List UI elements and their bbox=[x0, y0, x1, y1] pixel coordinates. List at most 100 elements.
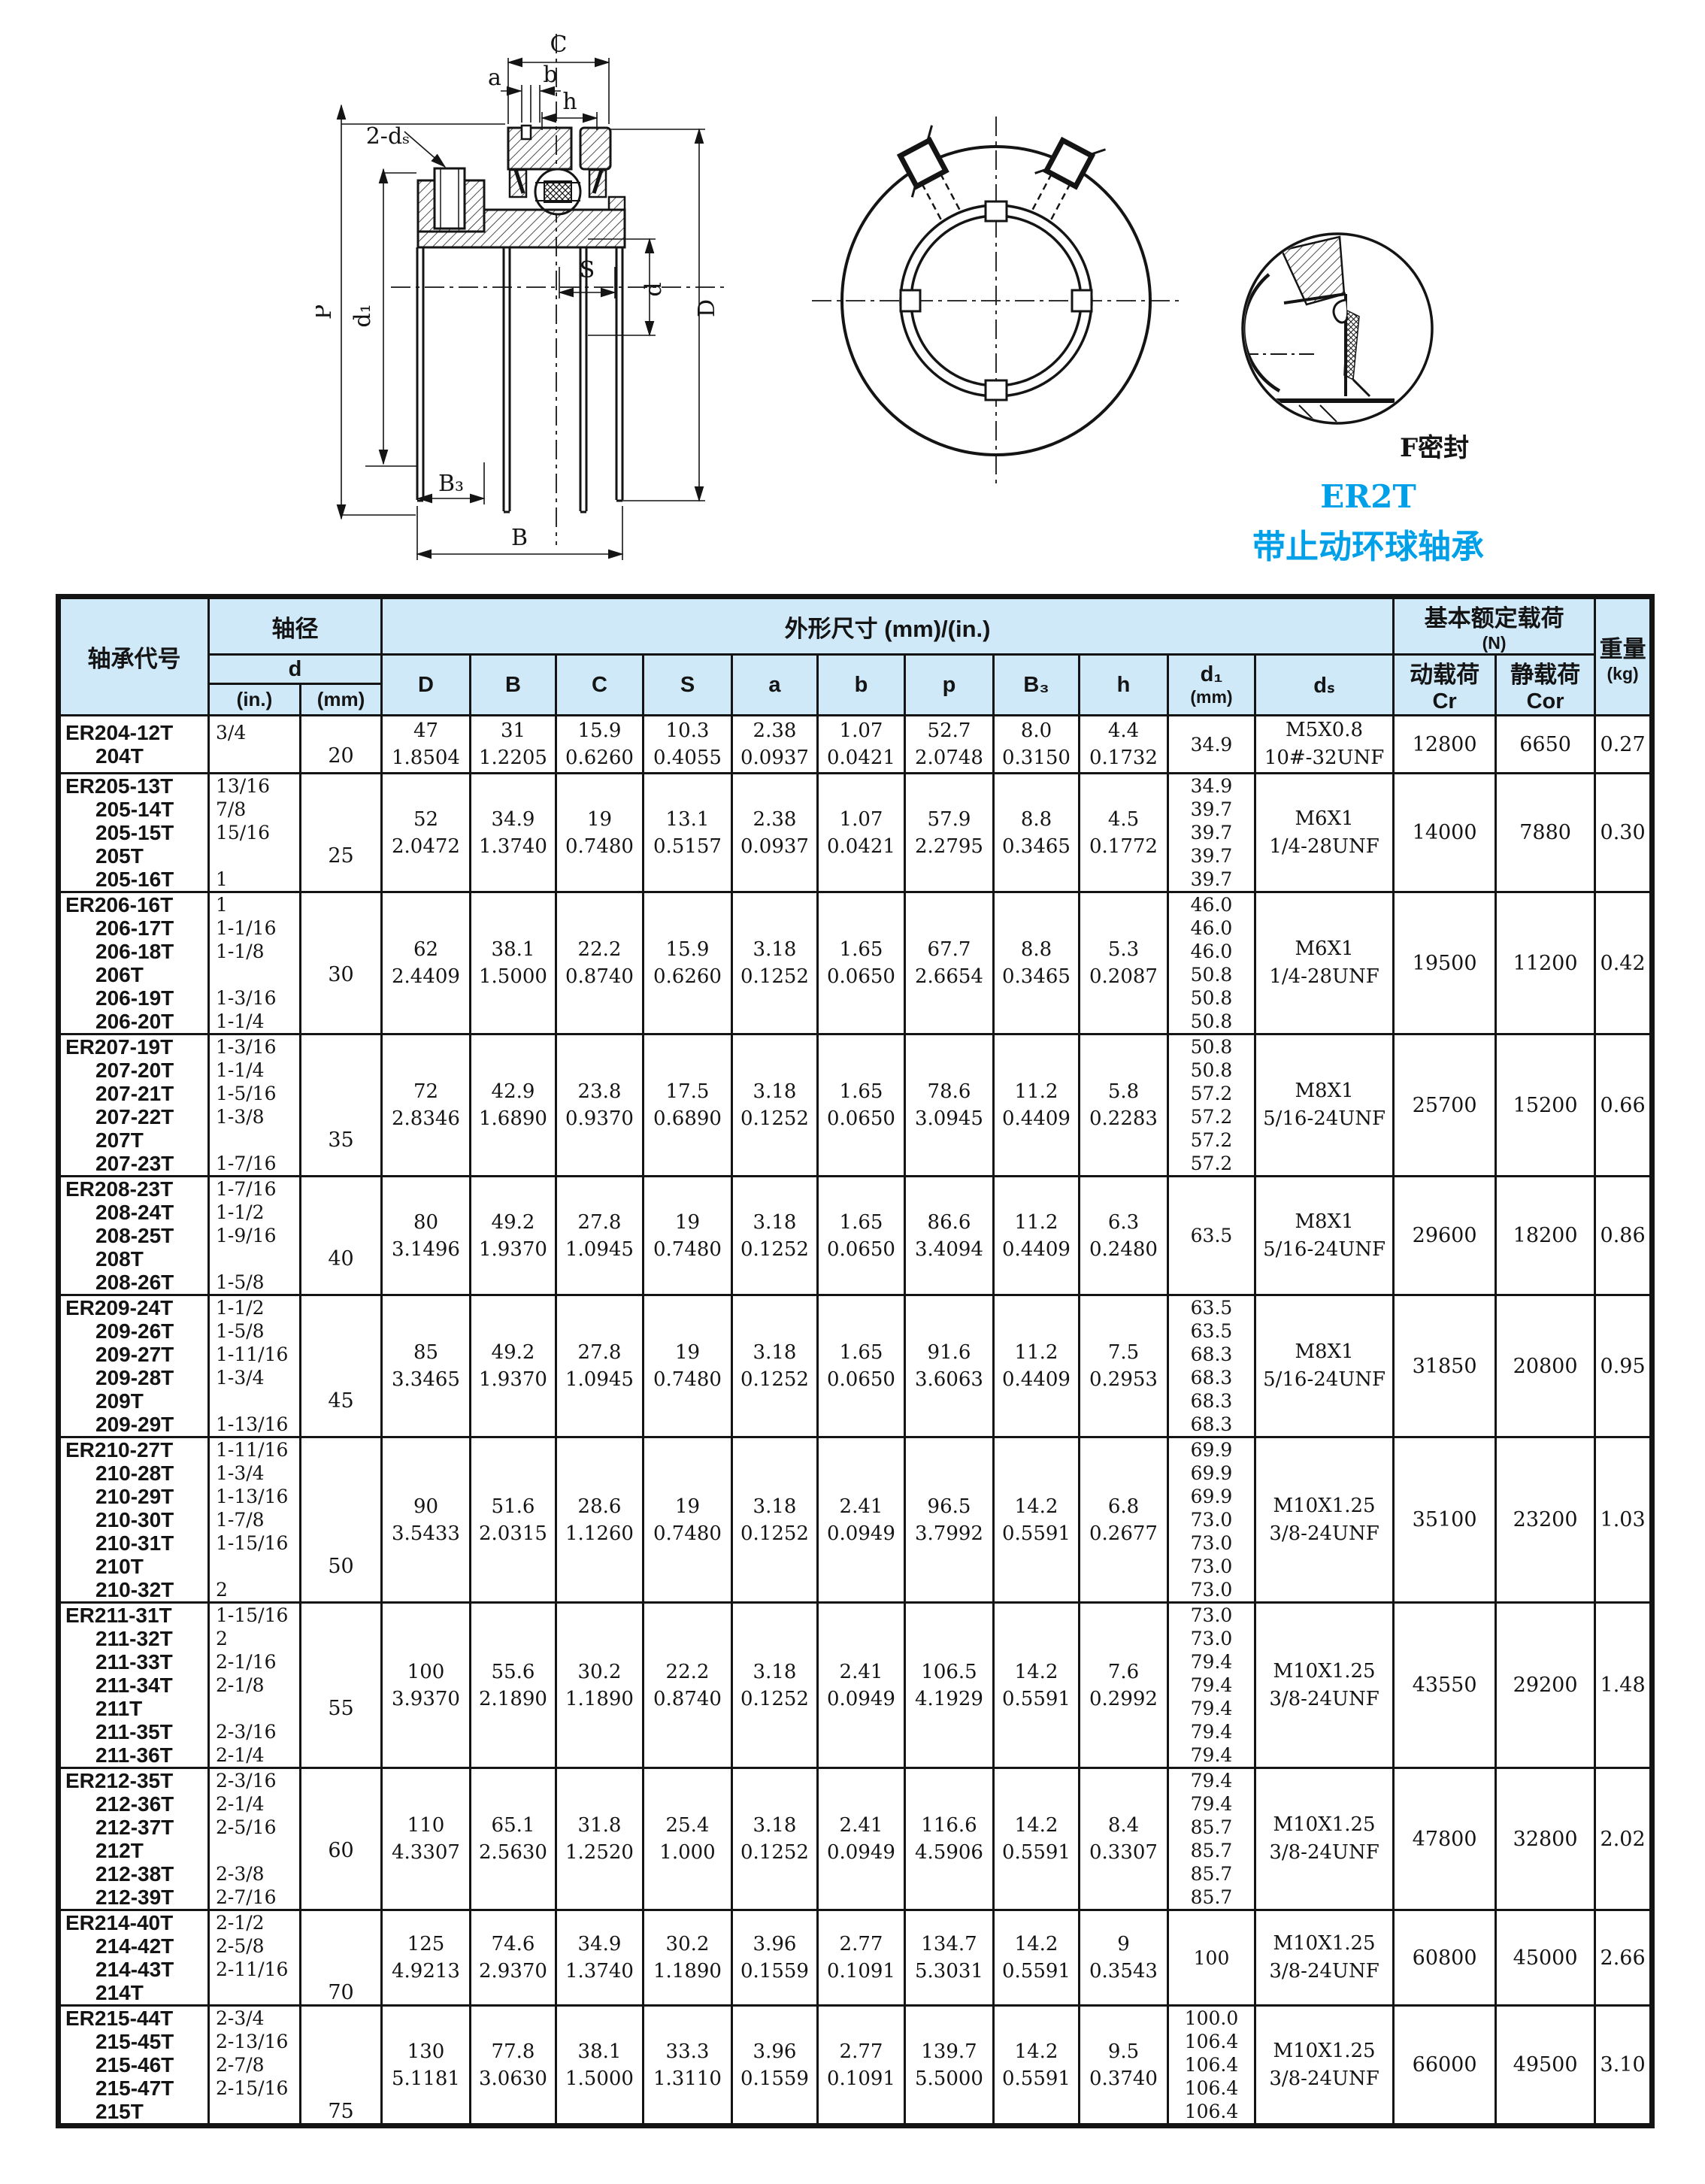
bearing-code: 212-39T bbox=[95, 1886, 174, 1909]
dimension-cell-a: 2.38 0.0937 bbox=[731, 714, 819, 774]
dimension-inch: 1.5000 bbox=[479, 965, 547, 988]
dimension-cell-D: 80 3.1496 bbox=[380, 1175, 471, 1296]
series-title-block: ER2T 带止动环球轴承 bbox=[1203, 478, 1534, 568]
bearing-code: 214T bbox=[95, 1981, 144, 2004]
dimension-inch: 0.0650 bbox=[827, 1237, 895, 1261]
dimension-cell-S: 25.4 1.000 bbox=[642, 1767, 733, 1911]
d1-value: 39.7 bbox=[1190, 798, 1233, 820]
shaft-dia-mm bbox=[303, 1886, 380, 1908]
dimension-inch: 0.1252 bbox=[740, 1368, 809, 1391]
dimension-mm: 139.7 bbox=[921, 2040, 977, 2063]
shaft-dia-inch-cell: 3/4 bbox=[207, 714, 301, 774]
shaft-dia-inch: 1-3/4 bbox=[216, 1367, 265, 1389]
d1-value: 79.4 bbox=[1190, 1793, 1233, 1815]
dimension-cell-b: 1.07 0.0421 bbox=[816, 772, 906, 893]
d1-value: 50.8 bbox=[1190, 964, 1233, 986]
dimension-mm: 91.6 bbox=[927, 1341, 971, 1364]
bearing-code: 207-21T bbox=[95, 1082, 174, 1105]
dimension-mm: 19 bbox=[674, 1210, 701, 1234]
bearing-code: 208-26T bbox=[95, 1271, 174, 1294]
shaft-dia-mm bbox=[303, 1462, 380, 1485]
dimension-inch: 1.3740 bbox=[565, 1960, 634, 1983]
dim-label-C: C bbox=[550, 32, 568, 58]
dimension-inch: 0.0949 bbox=[827, 1687, 895, 1710]
dimension-inch: 1.9370 bbox=[479, 1368, 547, 1391]
shaft-dia-inch: 2-3/8 bbox=[216, 1863, 265, 1885]
shaft-dia-mm bbox=[303, 1440, 380, 1462]
dimension-inch: 0.4409 bbox=[1002, 1107, 1071, 1130]
ds-thread: M8X1 bbox=[1295, 1080, 1354, 1102]
dimension-mm: 30.2 bbox=[577, 1660, 622, 1683]
shaft-dia-mm: 60 bbox=[328, 1839, 354, 1862]
shaft-dia-mm bbox=[303, 1771, 380, 1793]
dimension-mm: 17.5 bbox=[665, 1080, 710, 1103]
shaft-dia-mm bbox=[303, 940, 380, 963]
dimension-mm: 2.77 bbox=[839, 1933, 883, 1955]
shaft-dia-inch: 1-13/16 bbox=[216, 1413, 289, 1435]
dimension-inch: 0.3543 bbox=[1089, 1960, 1158, 1983]
dim-label-d1: d₁ bbox=[350, 304, 376, 327]
weight-cell: 2.66 bbox=[1594, 1909, 1654, 2007]
dimension-inch: 0.0650 bbox=[827, 1107, 895, 1130]
weight-title: 重量 bbox=[1599, 635, 1646, 662]
dim-label-S: S bbox=[580, 257, 595, 283]
shaft-dia-inch-cell: 1-11/16 1-3/4 1-13/16 1-7/8 1-15/16 2 bbox=[207, 1436, 301, 1604]
dimension-cell-p: 106.5 4.1929 bbox=[904, 1601, 995, 1769]
dimension-mm: 8.8 bbox=[1020, 938, 1052, 961]
shaft-dia-mm bbox=[303, 776, 380, 798]
dimension-inch: 0.1091 bbox=[827, 2067, 895, 2090]
bearing-codes-cell: ER212-35T 212-36T 212-37T 212T 212-38T 212-39… bbox=[57, 1767, 210, 1911]
shaft-dia-inch: 2-7/16 bbox=[216, 1886, 277, 1908]
dimension-mm: 1.65 bbox=[839, 1210, 883, 1234]
dimension-inch: 0.2283 bbox=[1089, 1107, 1158, 1130]
dimension-inch: 0.5157 bbox=[653, 835, 722, 858]
shaft-dia-inch: 1-1/2 bbox=[216, 1201, 265, 1223]
bearing-codes-cell: ER207-19T 207-20T 207-21T 207-22T 207T 207-23… bbox=[57, 1033, 210, 1177]
dim-label-b: b bbox=[543, 62, 557, 88]
dimension-inch: 0.1772 bbox=[1089, 835, 1158, 858]
shaft-dia-inch: 2 bbox=[216, 1628, 228, 1649]
dimension-cell-C: 27.8 1.0945 bbox=[555, 1175, 644, 1296]
dimension-mm: 51.6 bbox=[491, 1495, 535, 1518]
dimension-inch: 0.6890 bbox=[653, 1107, 722, 1130]
dimension-mm: 42.9 bbox=[491, 1080, 535, 1103]
shaft-dia-inch: 2-1/16 bbox=[216, 1651, 277, 1673]
dimension-cell-C: 34.9 1.3740 bbox=[555, 1909, 644, 2007]
d1-value: 106.4 bbox=[1184, 2054, 1239, 2076]
dimension-mm: 8.0 bbox=[1020, 719, 1052, 742]
dimension-mm: 3.18 bbox=[753, 1080, 797, 1103]
dimension-inch: 0.7480 bbox=[653, 1368, 722, 1391]
shaft-dia-inch: 1-5/8 bbox=[216, 1271, 265, 1293]
shaft-dia-mm-cell: 30 bbox=[299, 891, 383, 1035]
dimension-cell-B₃: 11.2 0.4409 bbox=[992, 1294, 1080, 1438]
dimension-inch: 4.9213 bbox=[392, 1960, 460, 1983]
shaft-dia-inch-cell: 1 1-1/16 1-1/8 1-3/16 1-1/4 bbox=[207, 891, 301, 1035]
shaft-dia-inch bbox=[211, 2100, 298, 2123]
shaft-dia-inch bbox=[211, 1697, 298, 1720]
dimension-inch: 0.7480 bbox=[565, 835, 634, 858]
shaft-dia-inch: 1-3/16 bbox=[216, 987, 277, 1009]
bearing-code: 209T bbox=[95, 1389, 144, 1413]
col-header-d1: d₁ (mm) bbox=[1167, 653, 1256, 716]
col-header-h: h bbox=[1078, 653, 1169, 716]
bearing-code: 208T bbox=[95, 1247, 144, 1271]
dimension-cell-B₃: 14.2 0.5591 bbox=[992, 2004, 1080, 2127]
dimension-cell-h: 6.8 0.2677 bbox=[1078, 1436, 1169, 1604]
col-header-load-rating: 基本额定载荷 (N) bbox=[1392, 595, 1597, 656]
bearing-code: ER206-16T bbox=[65, 893, 174, 917]
col-header-B3: B₃ bbox=[992, 653, 1080, 716]
dimension-mm: 9 bbox=[1117, 1933, 1130, 1955]
dimension-cell-b: 2.41 0.0949 bbox=[816, 1436, 906, 1604]
load-rating-unit: (N) bbox=[1482, 633, 1507, 653]
bearing-code: 211-35T bbox=[95, 1720, 173, 1743]
bearing-code: 205T bbox=[95, 844, 144, 868]
dimension-mm: 1.07 bbox=[839, 719, 883, 742]
dimension-cell-a: 3.18 0.1252 bbox=[731, 1601, 819, 1769]
dimension-mm: 52.7 bbox=[927, 719, 971, 742]
shaft-dia-mm: 35 bbox=[328, 1128, 354, 1152]
shaft-dia-mm bbox=[303, 895, 380, 917]
d1-cell: 46.0 46.0 46.0 50.8 50.8 50.8 bbox=[1167, 891, 1256, 1035]
dimension-cell-h: 8.4 0.3307 bbox=[1078, 1767, 1169, 1911]
dimension-mm: 77.8 bbox=[491, 2040, 535, 2063]
dimension-inch: 5.1181 bbox=[392, 2067, 460, 2090]
